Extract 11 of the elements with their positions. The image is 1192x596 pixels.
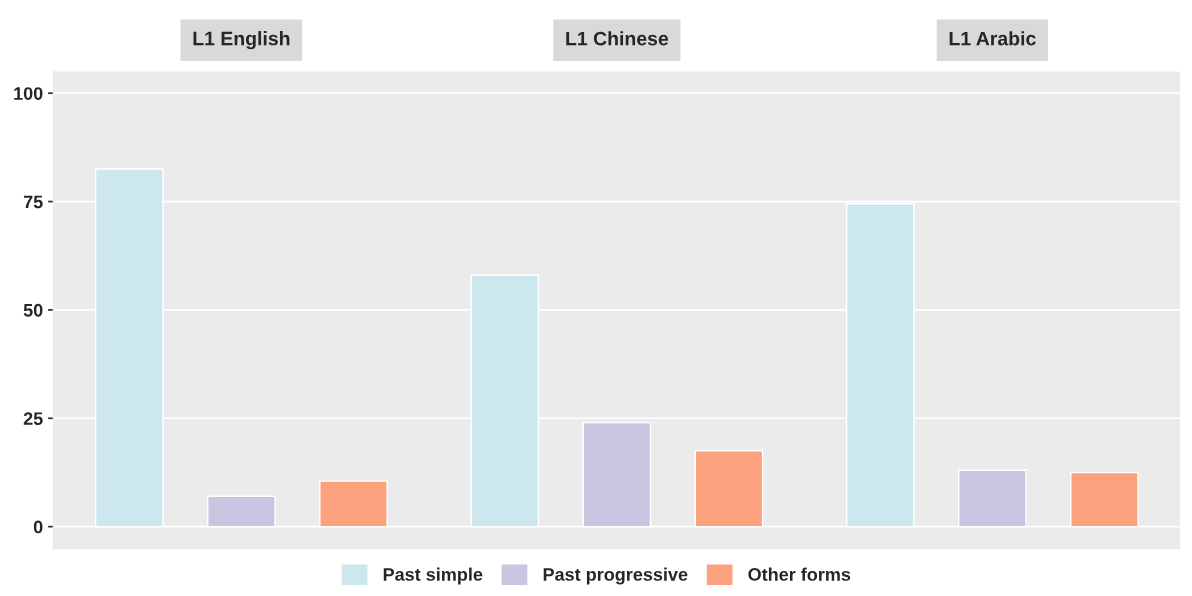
x-tick-label: L1 Arabic (949, 31, 1036, 46)
legend-label: Past progressive (543, 567, 688, 585)
x-tick-label: L1 Chinese (566, 31, 669, 46)
y-tick-label: 100 (14, 87, 43, 100)
legend-label: Past simple (383, 567, 483, 585)
y-tick-label: 0 (33, 520, 43, 534)
x-tick-label: L1 English (193, 31, 290, 50)
y-tick-label: 75 (23, 195, 43, 209)
y-tick-label: 25 (23, 412, 43, 425)
legend-label: Other forms (748, 567, 851, 581)
y-tick-label: 50 (23, 303, 43, 317)
